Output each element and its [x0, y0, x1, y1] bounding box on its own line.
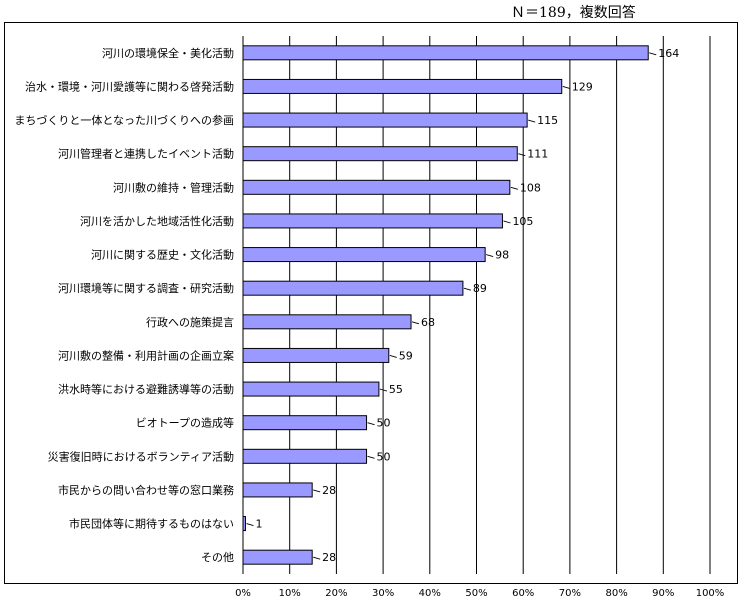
data-label: 28: [322, 484, 336, 497]
category-label: 河川環境等に関する調査・研究活動: [58, 281, 234, 295]
data-label: 98: [495, 249, 509, 262]
data-label: 115: [537, 114, 558, 127]
data-label: 50: [377, 450, 391, 463]
data-label: 164: [658, 47, 679, 60]
bar: [242, 347, 390, 363]
category-label: まちづくりと一体となった川づくりへの参画: [14, 113, 234, 127]
data-label: 68: [421, 316, 435, 329]
data-label-leader: [528, 119, 536, 123]
category-label: ビオトープの造成等: [136, 416, 234, 430]
data-label: 111: [527, 148, 548, 161]
bar: [242, 179, 511, 195]
data-label-leader: [313, 489, 321, 493]
data-label-leader: [379, 388, 388, 392]
bar: [242, 247, 486, 263]
data-label-leader: [246, 523, 254, 526]
bar: [242, 448, 368, 464]
data-label-leader: [367, 422, 375, 426]
data-label-leader: [486, 254, 494, 257]
data-label-leader: [367, 455, 375, 459]
x-tick-label: 50%: [465, 588, 487, 599]
category-label: 市民からの問い合わせ等の窓口業務: [58, 483, 234, 497]
data-label-leader: [411, 321, 420, 325]
data-label: 1: [255, 518, 262, 531]
bar: [242, 146, 518, 162]
x-tick-label: 30%: [372, 588, 394, 599]
bar: [242, 280, 464, 296]
sample-size-note: Ｎ＝189，複数回答: [511, 5, 636, 21]
data-label-leader: [649, 52, 657, 56]
category-label: 河川の環境保全・美化活動: [102, 46, 234, 60]
bar: [242, 314, 412, 330]
data-label: 50: [377, 417, 391, 430]
category-label: 河川管理者と連携したイベント活動: [58, 147, 234, 161]
bar: [242, 78, 563, 94]
x-tick-label: 80%: [605, 588, 627, 599]
x-tick-label: 100%: [696, 588, 725, 599]
bar: [242, 112, 528, 128]
bar: [242, 213, 503, 229]
data-label-leader: [389, 355, 397, 358]
category-label: 河川に関する歴史・文化活動: [91, 248, 234, 262]
category-label: 河川を活かした地域活性化活動: [80, 214, 234, 228]
category-label: 市民団体等に期待するものはない: [69, 517, 234, 531]
x-tick-label: 40%: [419, 588, 441, 599]
data-label: 105: [512, 215, 533, 228]
data-label-leader: [510, 186, 518, 190]
data-label-leader: [518, 153, 526, 157]
bar: [242, 381, 380, 397]
x-tick-label: 20%: [325, 588, 347, 599]
category-label: 河川敷の維持・管理活動: [113, 180, 234, 194]
data-label: 55: [389, 383, 403, 396]
category-label: 河川敷の整備・利用計画の企画立案: [58, 348, 234, 362]
data-label-leader: [562, 86, 570, 89]
data-label: 28: [322, 551, 336, 564]
x-tick-label: 10%: [279, 588, 301, 599]
category-label: 災害復旧時におけるボランティア活動: [48, 449, 234, 463]
bar: [242, 415, 368, 431]
x-tick-label: 90%: [652, 588, 674, 599]
data-label: 108: [520, 181, 541, 194]
bar: [242, 45, 649, 61]
x-tick-label: 60%: [512, 588, 534, 599]
data-label: 129: [572, 80, 593, 93]
bar: [242, 549, 313, 565]
category-label: 治水・環境・河川愛護等に関わる啓発活動: [25, 79, 234, 93]
category-label: 行政への施策提言: [146, 315, 234, 329]
data-label-leader: [313, 556, 321, 560]
chart-frame: [4, 22, 738, 584]
x-tick-label: 0%: [235, 588, 251, 599]
data-label-leader: [503, 220, 511, 224]
category-label: その他: [201, 551, 234, 564]
data-label: 59: [399, 349, 413, 362]
x-tick-label: 70%: [559, 588, 581, 599]
data-label: 89: [473, 282, 487, 295]
data-label-leader: [463, 287, 472, 291]
category-label: 洪水時等における避難誘導等の活動: [58, 382, 234, 396]
bar: [242, 482, 313, 498]
